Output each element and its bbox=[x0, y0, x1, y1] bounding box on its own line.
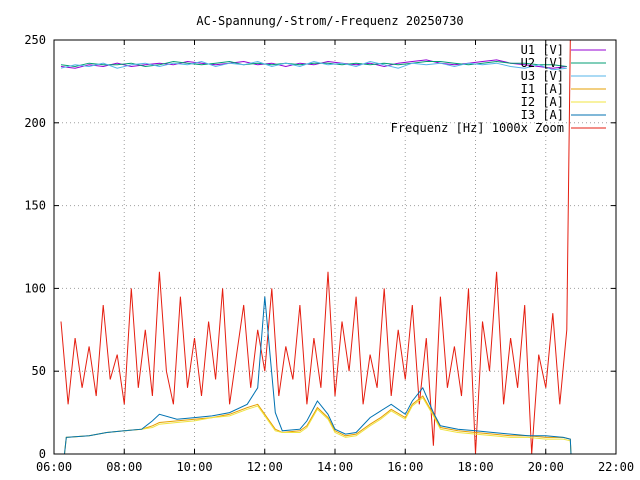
y-tick-label: 150 bbox=[24, 199, 46, 213]
series-line-5 bbox=[64, 296, 572, 455]
grid bbox=[54, 40, 616, 454]
series-line-6 bbox=[60, 39, 571, 455]
x-tick-label: 08:00 bbox=[106, 460, 142, 474]
legend-label-0: U1 [V] bbox=[521, 43, 564, 57]
x-tick-label: 16:00 bbox=[387, 460, 423, 474]
x-axis: 06:00 08:00 10:00 12:00 14:00 16:00 18:00 20:00… bbox=[36, 40, 634, 474]
y-axis: 0 50 100 150 200 250 bbox=[24, 33, 616, 461]
legend-label-1: U2 [V] bbox=[521, 56, 564, 70]
series-line-1 bbox=[60, 60, 567, 68]
series-group bbox=[60, 39, 572, 455]
y-tick-label: 0 bbox=[39, 447, 46, 461]
legend-label-6: Frequenz [Hz] 1000x Zoom bbox=[391, 121, 564, 135]
series-line-3 bbox=[64, 395, 572, 455]
x-tick-label: 22:00 bbox=[598, 460, 634, 474]
y-tick-label: 100 bbox=[24, 281, 46, 295]
y-tick-label: 250 bbox=[24, 33, 46, 47]
y-tick-label: 200 bbox=[24, 116, 46, 130]
chart-title: AC-Spannung/-Strom/-Frequenz 20250730 bbox=[196, 14, 463, 28]
x-tick-label: 18:00 bbox=[457, 460, 493, 474]
y-tick-label: 50 bbox=[32, 364, 46, 378]
series-line-4 bbox=[64, 396, 572, 455]
x-tick-label: 10:00 bbox=[176, 460, 212, 474]
legend: U1 [V]U2 [V]U3 [V]I1 [A]I2 [A]I3 [A]Freq… bbox=[391, 43, 606, 135]
legend-label-3: I1 [A] bbox=[521, 82, 564, 96]
x-tick-label: 06:00 bbox=[36, 460, 72, 474]
legend-label-4: I2 [A] bbox=[521, 95, 564, 109]
x-tick-label: 14:00 bbox=[317, 460, 353, 474]
x-tick-label: 20:00 bbox=[528, 460, 564, 474]
plot-border bbox=[53, 39, 617, 455]
legend-label-2: U3 [V] bbox=[521, 69, 564, 83]
series-line-0 bbox=[60, 59, 567, 69]
legend-label-5: I3 [A] bbox=[521, 108, 564, 122]
series-line-2 bbox=[60, 60, 567, 71]
x-tick-label: 12:00 bbox=[247, 460, 283, 474]
